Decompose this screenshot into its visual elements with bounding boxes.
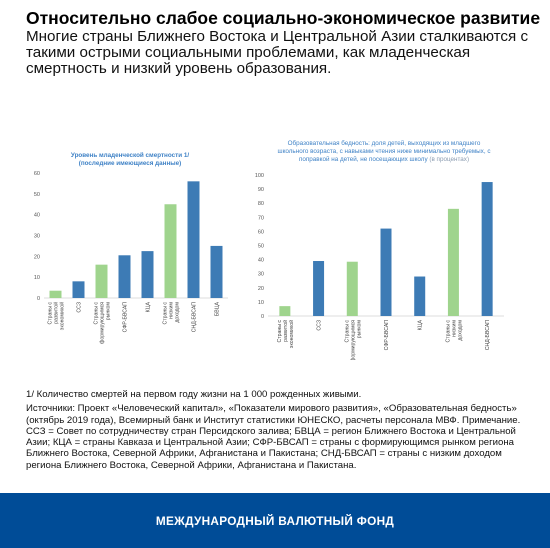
learning-category-label-line: СНД-БВСАП [485, 320, 491, 350]
mortality-y-tick: 30 [34, 234, 40, 240]
learning-category-label-line: низким [451, 320, 457, 337]
learning-category-label: Страны с формирующимся рынком [344, 320, 362, 360]
learning-category-label: КЦА [418, 319, 424, 330]
mortality-category-label-line: СНД-БВСАП [192, 302, 198, 332]
mortality-category-label: Страны с формирующимся рынком [94, 302, 112, 344]
learning-bar [346, 261, 358, 316]
mortality-bar [164, 204, 177, 298]
learning-category-label-line: Страны с [445, 320, 451, 343]
mortality-bar [72, 281, 85, 298]
mortality-category-label: СФР-БВСАП [123, 302, 129, 333]
mortality-category-label-line: КЦА [146, 301, 152, 312]
mortality-title-line: (последние имеющиеся данные) [79, 160, 182, 167]
mortality-category-label-line: Страны с [163, 302, 169, 325]
footer-bar: МЕЖДУНАРОДНЫЙ ВАЛЮТНЫЙ ФОНД [0, 493, 550, 548]
mortality-category-label: СНД-БВСАП [192, 302, 198, 332]
mortality-category-label: Страны с низким доходом [163, 302, 181, 325]
learning-category-label-line: ССЗ [317, 320, 323, 331]
mortality-y-tick: 10 [34, 275, 40, 281]
learning-category-label: Страны с развитой экономикой [277, 320, 295, 349]
mortality-y-tick: 0 [37, 296, 40, 302]
mortality-y-tick: 50 [34, 192, 40, 198]
learning-title-suffix: (в процентах) [428, 156, 469, 163]
mortality-y-tick: 40 [34, 213, 40, 219]
sources-text: Источники: Проект «Человеческий капитал»… [26, 403, 521, 471]
infant-mortality-chart: Уровень младенческой смертности 1/(после… [30, 143, 230, 358]
learning-bar [313, 261, 325, 316]
footer-label: МЕЖДУНАРОДНЫЙ ВАЛЮТНЫЙ ФОНД [155, 514, 395, 528]
learning-category-label-line: рынком [356, 320, 362, 339]
page-subtitle: Многие страны Ближнего Востока и Централ… [26, 28, 529, 78]
mortality-category-label: ССЗ [77, 302, 83, 313]
mortality-category-label-line: развитой [53, 302, 60, 324]
mortality-bar [49, 290, 62, 298]
learning-y-tick: 20 [258, 286, 264, 292]
mortality-category-label-line: формирующимся [100, 302, 106, 344]
mortality-category-label-line: рынком [106, 302, 112, 321]
learning-y-tick: 40 [258, 258, 264, 264]
page-title: Относительно слабое социально-экономичес… [26, 8, 541, 28]
learning-category-label-line: КЦА [418, 319, 424, 330]
learning-y-tick: 30 [258, 272, 264, 278]
learning-title-line: поправкой на детей, не посещающих школу … [299, 155, 469, 163]
learning-bar [414, 276, 426, 316]
learning-category-label-line: Страны с [277, 320, 283, 343]
mortality-category-label-line: Страны с [94, 302, 100, 325]
learning-y-tick: 60 [258, 229, 264, 235]
learning-category-label-line: Страны с [344, 320, 350, 343]
learning-title-line: Образовательная бедность: доля детей, вы… [288, 139, 481, 147]
learning-category-label: СНД-БВСАП [485, 320, 491, 350]
learning-bar [279, 306, 291, 316]
mortality-category-label-line: БВЦА [215, 301, 221, 316]
learning-category-label-line: развитой [282, 320, 289, 342]
learning-category-label-line: доходом [457, 320, 463, 341]
mortality-y-tick: 20 [34, 254, 40, 260]
mortality-category-label-line: низким [169, 302, 175, 319]
learning-category-label: ССЗ [317, 320, 323, 331]
mortality-bar [95, 264, 108, 298]
mortality-category-label-line: СФР-БВСАП [123, 302, 129, 333]
mortality-category-label-line: ССЗ [77, 302, 83, 313]
learning-poverty-chart: Образовательная бедность: доля детей, вы… [248, 135, 510, 360]
learning-bar [481, 182, 493, 316]
learning-category-label: СФР-БВСАП [384, 320, 390, 351]
learning-title-line: школьного возраста, с навыками чтения ни… [278, 147, 491, 155]
learning-category-label: Страны с низким доходом [445, 320, 463, 343]
infant-mortality-chart-svg: Уровень младенческой смертности 1/(после… [34, 151, 228, 344]
mortality-y-tick: 60 [34, 171, 40, 177]
learning-poverty-chart-svg: Образовательная бедность: доля детей, вы… [255, 139, 504, 360]
mortality-category-label: КЦА [146, 301, 152, 312]
mortality-category-label-line: Страны с [48, 302, 54, 325]
mortality-bar [210, 245, 223, 298]
notes-block: 1/ Количество смертей на первом году жиз… [26, 389, 531, 471]
learning-y-tick: 0 [261, 314, 264, 320]
mortality-title-line: Уровень младенческой смертности 1/ [71, 151, 189, 159]
learning-y-tick: 80 [258, 201, 264, 207]
learning-y-tick: 70 [258, 215, 264, 221]
mortality-bar [118, 255, 131, 298]
learning-y-tick: 100 [255, 173, 264, 179]
learning-y-tick: 90 [258, 187, 264, 193]
mortality-category-label-line: доходом [175, 302, 181, 323]
learning-category-label-line: СФР-БВСАП [384, 320, 390, 351]
mortality-category-label: Страны с развитой экономикой [48, 302, 66, 331]
footnote: 1/ Количество смертей на первом году жиз… [26, 389, 362, 400]
mortality-category-label-line: экономикой [59, 302, 66, 330]
mortality-bar [141, 251, 154, 298]
learning-bar [380, 228, 392, 316]
learning-bar [447, 208, 459, 316]
mortality-category-label: БВЦА [215, 301, 221, 316]
learning-y-tick: 50 [258, 244, 264, 250]
learning-category-label-line: экономикой [288, 320, 295, 348]
mortality-bar [187, 181, 200, 298]
learning-y-tick: 10 [258, 300, 264, 306]
learning-category-label-line: формирующимся [350, 320, 356, 360]
